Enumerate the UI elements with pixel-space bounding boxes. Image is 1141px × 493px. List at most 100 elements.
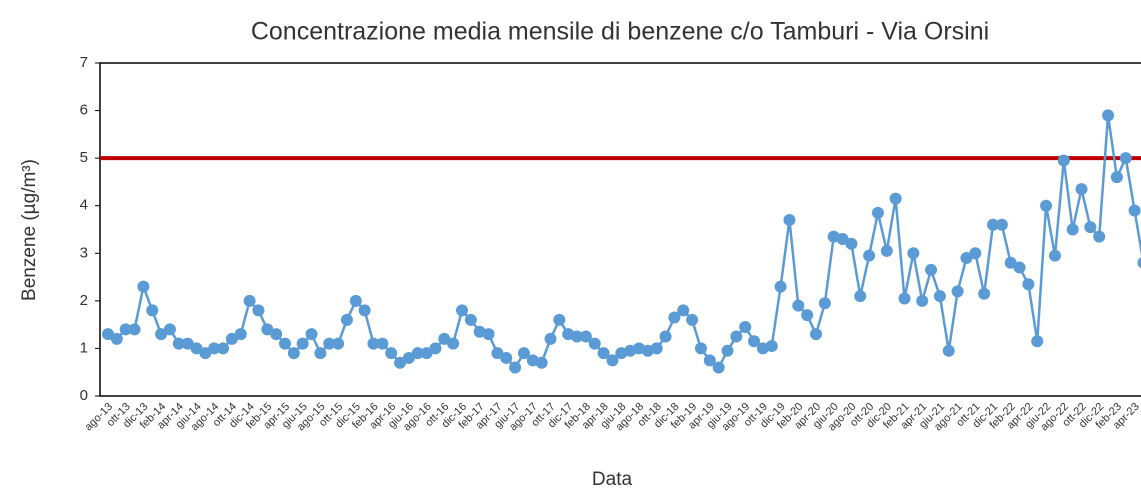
data-point: [217, 342, 230, 355]
data-point: [730, 330, 743, 343]
data-point: [571, 330, 584, 343]
data-point: [801, 309, 814, 322]
data-point: [411, 347, 424, 360]
data-point: [694, 342, 707, 355]
y-tick-label: 4: [80, 197, 88, 214]
data-point: [517, 347, 530, 360]
data-point: [1013, 261, 1026, 274]
y-tick-label: 3: [80, 244, 88, 261]
data-point: [535, 356, 548, 369]
y-tick-label: 5: [80, 149, 88, 166]
data-point: [889, 192, 902, 205]
data-point: [137, 280, 150, 293]
data-point: [1119, 152, 1132, 165]
data-point: [482, 328, 495, 341]
y-tick-label: 7: [80, 54, 88, 71]
data-point: [748, 335, 761, 348]
y-tick-label: 6: [80, 102, 88, 119]
data-point: [774, 280, 787, 293]
data-point: [1075, 183, 1088, 196]
data-point: [287, 347, 300, 360]
data-point: [438, 332, 451, 345]
data-point: [836, 233, 849, 246]
data-point: [792, 299, 805, 312]
data-point: [969, 247, 982, 260]
data-point: [199, 347, 212, 360]
data-point: [1102, 109, 1115, 122]
data-point: [925, 263, 938, 276]
data-point: [995, 218, 1008, 231]
data-point: [394, 356, 407, 369]
data-point: [1004, 256, 1017, 269]
data-point: [163, 323, 176, 336]
y-tick-label: 2: [80, 292, 88, 309]
data-point: [1040, 199, 1053, 212]
chart-title: Concentrazione media mensile di benzene …: [251, 18, 989, 46]
data-point: [765, 340, 778, 353]
data-point: [721, 344, 734, 357]
data-point: [659, 330, 672, 343]
data-point: [323, 337, 336, 350]
data-point: [252, 304, 265, 317]
x-axis-label: Data: [592, 469, 633, 490]
data-point: [208, 342, 221, 355]
data-point: [987, 218, 999, 231]
data-point: [367, 337, 380, 350]
data-point: [243, 294, 256, 307]
data-point: [553, 313, 566, 326]
data-point: [650, 342, 663, 355]
data-point: [464, 313, 477, 326]
plot-frame: [99, 62, 1141, 397]
data-point: [1084, 221, 1097, 234]
data-point: [429, 342, 442, 355]
data-point: [128, 323, 141, 336]
data-point: [933, 290, 946, 303]
data-point: [1057, 154, 1070, 167]
data-point: [110, 332, 123, 345]
data-point: [181, 337, 194, 350]
data-point: [102, 328, 114, 341]
data-point: [305, 328, 318, 341]
data-point: [579, 330, 592, 343]
data-point: [332, 337, 345, 350]
y-tick-label: 1: [80, 339, 88, 356]
data-point: [544, 332, 557, 345]
data-point: [340, 313, 353, 326]
data-point: [402, 351, 415, 364]
data-point: [783, 213, 796, 226]
data-point: [712, 361, 725, 374]
data-point: [739, 321, 752, 334]
data-point: [677, 304, 690, 317]
data-point: [146, 304, 159, 317]
data-point: [1066, 223, 1079, 236]
data-point: [588, 337, 601, 350]
data-point: [376, 337, 389, 350]
data-point: [296, 337, 309, 350]
data-point: [916, 294, 929, 307]
data-point: [358, 304, 371, 317]
data-point: [978, 287, 991, 300]
data-point: [190, 342, 203, 355]
data-point: [1022, 278, 1035, 291]
data-point: [385, 347, 398, 360]
data-point: [863, 249, 876, 262]
data-point: [880, 244, 893, 257]
data-point: [456, 304, 468, 317]
data-point: [871, 206, 884, 219]
data-point: [119, 323, 132, 336]
data-point: [1128, 204, 1141, 217]
data-point: [234, 328, 247, 341]
data-point: [314, 347, 327, 360]
data-point: [491, 347, 504, 360]
data-point: [261, 323, 274, 336]
data-point: [907, 247, 920, 260]
data-point: [854, 290, 867, 303]
data-point: [1137, 257, 1141, 269]
data-point: [960, 252, 973, 265]
data-point: [155, 328, 168, 341]
data-point: [686, 313, 699, 326]
data-point: [668, 311, 681, 324]
data-point: [818, 297, 831, 310]
data-point: [810, 328, 822, 341]
